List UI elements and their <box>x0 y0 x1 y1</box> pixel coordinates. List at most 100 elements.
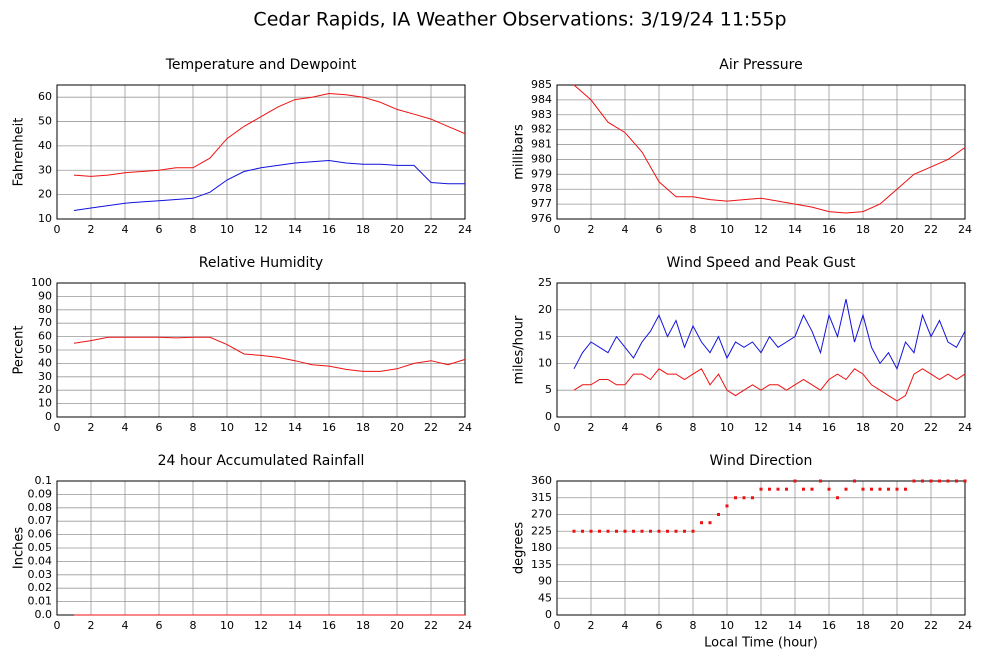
data-point <box>921 479 924 483</box>
y-tick-label: 90 <box>38 289 52 302</box>
x-tick-label: 16 <box>822 421 836 434</box>
data-point <box>674 529 678 533</box>
data-point <box>895 487 899 491</box>
data-point <box>683 529 686 533</box>
y-tick-label: 180 <box>531 541 552 554</box>
y-tick-label: 0 <box>45 410 52 423</box>
y-tick-label: 10 <box>38 212 52 225</box>
x-tick-label: 18 <box>856 223 870 236</box>
x-tick-label: 6 <box>156 223 163 236</box>
page-title: Cedar Rapids, IA Weather Observations: 3… <box>253 9 786 31</box>
x-tick-label: 10 <box>720 619 734 632</box>
data-point <box>691 529 695 533</box>
x-tick-label: 12 <box>754 421 768 434</box>
y-tick-label: 25 <box>538 276 552 289</box>
x-tick-label: 8 <box>190 421 197 434</box>
data-line <box>73 92 466 177</box>
y-tick-label: 5 <box>545 383 552 396</box>
y-tick-label: 60 <box>38 90 52 103</box>
x-tick-label: 22 <box>424 421 438 434</box>
data-point <box>734 496 737 500</box>
panel-title: Air Pressure <box>719 57 802 73</box>
data-point <box>810 487 814 491</box>
x-tick-label: 0 <box>54 421 61 434</box>
y-tick-label: 20 <box>38 383 52 396</box>
x-tick-label: 22 <box>424 223 438 236</box>
data-point <box>649 529 652 533</box>
data-point <box>717 513 720 516</box>
y-tick-label: 0.04 <box>28 554 53 567</box>
x-tick-label: 0 <box>54 223 61 236</box>
x-tick-label: 24 <box>958 223 972 236</box>
y-tick-label: 985 <box>531 78 552 91</box>
x-tick-label: 6 <box>156 421 163 434</box>
x-tick-label: 2 <box>88 421 95 434</box>
y-axis-label: degrees <box>512 522 527 575</box>
data-point <box>632 529 635 533</box>
y-tick-label: 0.02 <box>28 581 53 594</box>
y-tick-label: 30 <box>38 163 52 176</box>
x-tick-label: 14 <box>788 619 802 632</box>
y-tick-label: 360 <box>531 474 552 487</box>
data-point <box>700 521 703 525</box>
data-point <box>827 487 831 491</box>
data-point <box>589 529 593 533</box>
x-tick-label: 8 <box>190 223 197 236</box>
x-tick-label: 6 <box>656 223 663 236</box>
data-point <box>615 529 618 533</box>
x-tick-label: 18 <box>856 421 870 434</box>
data-point <box>581 529 584 533</box>
data-point <box>870 487 873 491</box>
x-tick-label: 10 <box>720 421 734 434</box>
y-tick-label: 976 <box>531 212 552 225</box>
data-point <box>946 479 950 483</box>
y-tick-label: 100 <box>31 276 52 289</box>
data-point <box>759 487 763 491</box>
x-tick-label: 16 <box>322 223 336 236</box>
y-axis-label: Percent <box>12 326 27 375</box>
y-tick-label: 0.03 <box>28 568 53 581</box>
y-tick-label: 40 <box>38 139 52 152</box>
x-tick-label: 24 <box>458 619 472 632</box>
panel-title: Wind Direction <box>710 453 813 469</box>
x-tick-label: 4 <box>122 223 129 236</box>
y-tick-label: 983 <box>531 108 552 121</box>
data-point <box>598 529 601 533</box>
y-tick-label: 0.09 <box>28 487 53 500</box>
y-tick-label: 980 <box>531 152 552 165</box>
x-tick-label: 12 <box>754 223 768 236</box>
y-tick-label: 60 <box>38 330 52 343</box>
x-tick-label: 8 <box>690 619 697 632</box>
x-tick-label: 16 <box>822 223 836 236</box>
y-tick-label: 270 <box>531 508 552 521</box>
data-point <box>793 479 797 483</box>
x-tick-label: 24 <box>458 223 472 236</box>
data-point <box>606 529 610 533</box>
y-tick-label: 10 <box>538 356 552 369</box>
x-tick-label: 6 <box>656 421 663 434</box>
y-tick-label: 0.0 <box>35 608 53 621</box>
y-tick-label: 50 <box>38 115 52 128</box>
plot-frame <box>56 282 466 418</box>
y-tick-label: 981 <box>531 138 552 151</box>
y-tick-label: 0.06 <box>28 528 53 541</box>
y-tick-label: 982 <box>531 123 552 136</box>
x-tick-label: 8 <box>690 223 697 236</box>
y-tick-label: 977 <box>531 197 552 210</box>
y-tick-label: 80 <box>38 303 52 316</box>
x-tick-label: 14 <box>288 619 302 632</box>
y-axis-label: millibars <box>512 124 527 180</box>
data-point <box>785 487 788 491</box>
x-tick-label: 18 <box>356 619 370 632</box>
data-point <box>912 479 916 483</box>
y-tick-label: 0.08 <box>28 501 53 514</box>
x-tick-label: 0 <box>554 223 561 236</box>
panel-title: Temperature and Dewpoint <box>165 57 357 73</box>
y-tick-label: 10 <box>38 397 52 410</box>
y-tick-label: 0.01 <box>28 595 53 608</box>
data-line <box>573 368 966 402</box>
data-point <box>963 479 967 483</box>
data-point <box>836 496 839 500</box>
data-point <box>623 529 627 533</box>
